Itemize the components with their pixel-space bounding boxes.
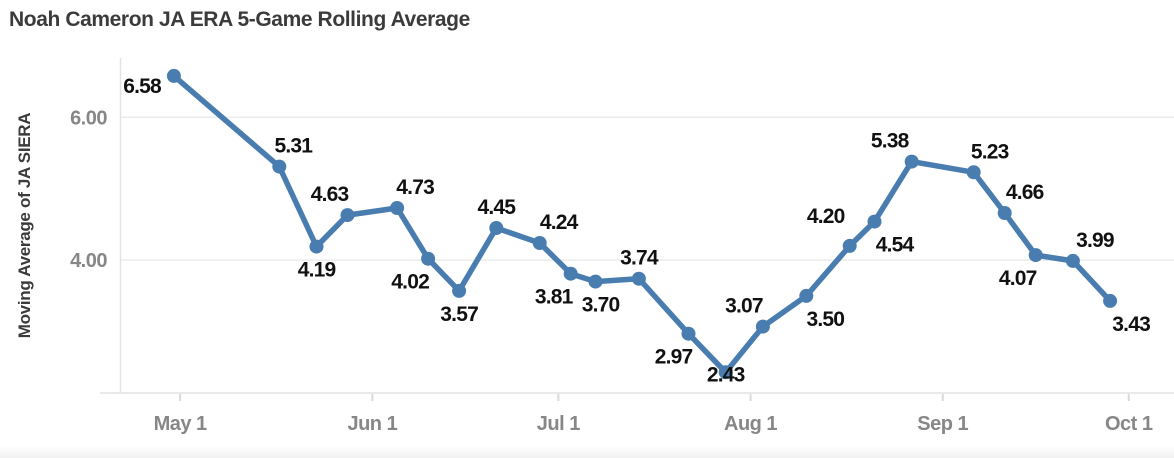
x-tick-label: May 1 [154, 413, 207, 435]
data-point-label: 4.20 [807, 205, 845, 228]
data-point-label: 3.07 [725, 295, 763, 318]
data-point-label: 5.31 [274, 135, 313, 158]
y-axis-title: Moving Average of JA SIERA [15, 113, 34, 339]
data-point-marker [340, 208, 355, 223]
data-point-label: 3.81 [535, 286, 574, 309]
data-point-marker [966, 165, 981, 180]
data-point-marker [1028, 248, 1043, 263]
data-point-marker [272, 159, 287, 174]
data-point-label: 3.70 [582, 294, 620, 317]
series-line [171, 73, 1113, 376]
x-tick-label: Jul 1 [537, 413, 580, 435]
data-point-label: 3.57 [440, 303, 478, 326]
x-tick-label: Oct 1 [1105, 413, 1153, 435]
data-point-label: 4.02 [391, 271, 429, 294]
data-point-label: 3.50 [806, 308, 844, 331]
y-tick-label: 4.00 [70, 250, 107, 272]
data-point-marker [489, 221, 504, 235]
data-point-label: 5.38 [871, 130, 910, 153]
x-tick-label: Jun 1 [347, 413, 397, 435]
data-point-marker [681, 326, 696, 341]
data-point-label: 4.24 [540, 211, 579, 234]
data-point-marker [309, 239, 324, 254]
data-point-marker [718, 365, 733, 380]
x-tick-label: Sep 1 [917, 413, 968, 435]
data-point-marker [390, 201, 405, 215]
data-point-label: 4.19 [298, 259, 336, 282]
data-point-marker [563, 266, 578, 281]
x-tick-label: Aug 1 [724, 413, 777, 435]
data-point-label: 4.73 [396, 176, 434, 199]
data-point-marker [452, 283, 467, 298]
data-point-label: 4.45 [477, 196, 516, 219]
data-point-label: 4.07 [999, 267, 1037, 290]
data-point-label: 3.99 [1076, 229, 1114, 252]
data-point-label: 6.58 [123, 75, 162, 98]
data-point-label: 4.63 [311, 183, 349, 206]
data-point-marker [755, 319, 770, 334]
data-point-marker [631, 271, 646, 286]
data-point-marker [997, 206, 1012, 220]
data-point-marker [1065, 253, 1080, 268]
data-point-label: 2.43 [707, 363, 745, 386]
data-point-label: 2.97 [655, 346, 693, 369]
y-tick-label: 6.00 [70, 107, 107, 129]
data-point-label: 4.66 [1006, 181, 1044, 204]
data-point-label: 5.23 [971, 140, 1009, 163]
data-point-marker [842, 238, 857, 253]
data-point-marker [799, 288, 814, 303]
data-point-marker [166, 68, 181, 83]
data-point-marker [588, 274, 603, 289]
data-point-marker [532, 236, 547, 250]
data-point-marker [904, 154, 919, 169]
data-point-marker [1103, 293, 1118, 308]
data-point-label: 3.43 [1112, 313, 1150, 336]
chart-title: Noah Cameron JA ERA 5-Game Rolling Avera… [9, 8, 470, 31]
data-point-marker [867, 214, 882, 229]
data-point-marker [421, 251, 436, 266]
data-point-label: 4.54 [876, 234, 915, 257]
data-point-label: 3.74 [620, 247, 659, 270]
